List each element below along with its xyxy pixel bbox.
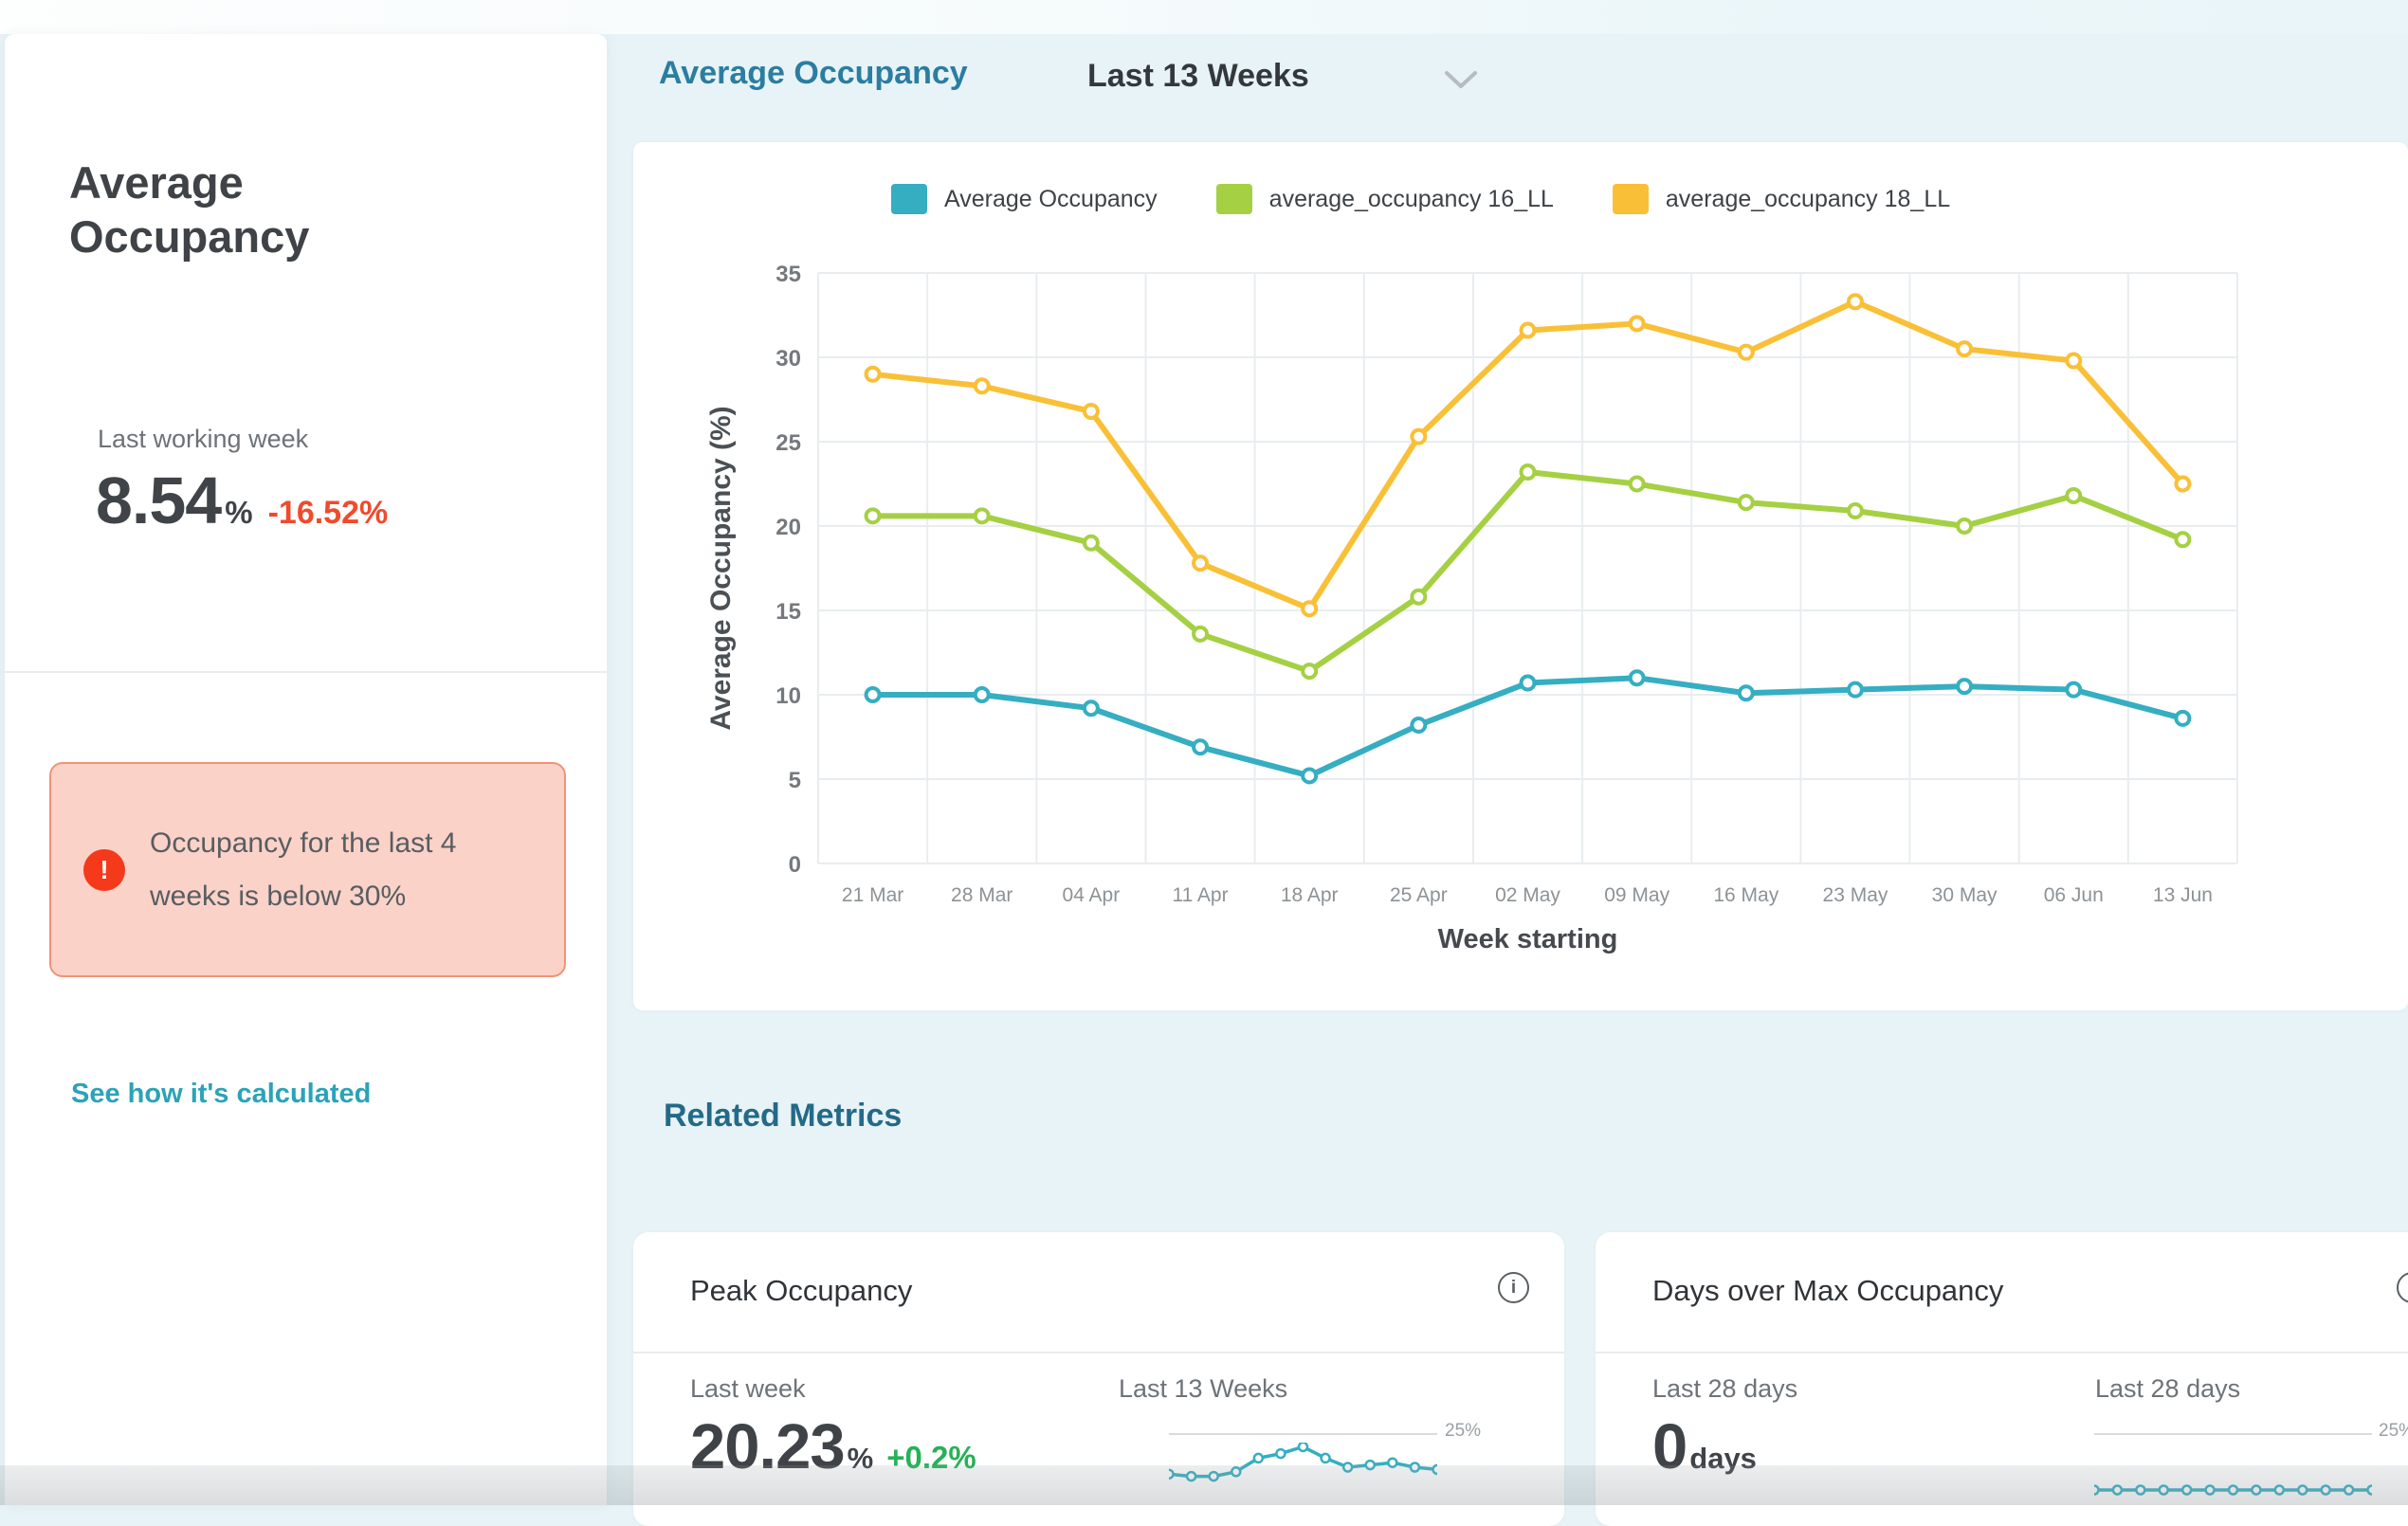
svg-text:13 Jun: 13 Jun (2153, 884, 2213, 906)
svg-text:28 Mar: 28 Mar (951, 884, 1012, 906)
date-range-dropdown[interactable]: Last 13 Weeks (1081, 47, 1507, 104)
svg-text:21 Mar: 21 Mar (842, 884, 903, 906)
threshold-label: 25% (2379, 1421, 2408, 1441)
sidebar-divider (5, 671, 607, 673)
occupancy-chart-card: Average Occupancy average_occupancy 16_LL… (633, 142, 2408, 1010)
threshold-line (1169, 1433, 1437, 1435)
metric-unit: days (1689, 1442, 1757, 1475)
svg-text:04 Apr: 04 Apr (1063, 884, 1121, 906)
bottom-cutoff-band (0, 1465, 2408, 1505)
metric-sidebar: Average Occupancy Last working week 8.54… (5, 34, 607, 1505)
card-title: Peak Occupancy (690, 1274, 913, 1307)
svg-text:25: 25 (775, 430, 801, 456)
svg-text:09 May: 09 May (1604, 884, 1669, 906)
card-title: Days over Max Occupancy (1652, 1274, 2004, 1307)
svg-text:15: 15 (775, 599, 801, 625)
see-how-calculated-link[interactable]: See how it's calculated (71, 1079, 372, 1109)
legend-item[interactable]: Average Occupancy (891, 184, 1158, 214)
legend-label: average_occupancy 18_LL (1665, 185, 1951, 212)
metric-unit: % (847, 1442, 874, 1475)
legend-swatch-icon (1215, 184, 1252, 214)
peak-occupancy-card: Peak Occupancy i Last week 20.23 % +0.2%… (633, 1232, 1564, 1526)
stat-unit: % (225, 495, 253, 530)
metric-value: 0 (1652, 1411, 1687, 1482)
days-over-max-card: Days over Max Occupancy i Last 28 days 0… (1596, 1232, 2408, 1526)
svg-text:23 May: 23 May (1823, 884, 1888, 906)
info-icon[interactable]: i (1498, 1272, 1529, 1303)
card-divider (633, 1352, 1564, 1353)
info-icon[interactable]: i (2397, 1272, 2408, 1303)
related-metrics-heading: Related Metrics (664, 1098, 903, 1134)
svg-text:Week starting: Week starting (1438, 924, 1618, 954)
stat-value: 8.54 (96, 463, 222, 537)
metric-value: 20.23 (690, 1411, 846, 1482)
chevron-down-icon (1445, 71, 1477, 88)
svg-text:25 Apr: 25 Apr (1390, 884, 1448, 906)
stat-row: 8.54 % -16.52% (96, 463, 388, 538)
svg-text:18 Apr: 18 Apr (1281, 884, 1339, 906)
svg-text:30: 30 (775, 346, 801, 372)
svg-text:20: 20 (775, 515, 801, 540)
page-title: Average Occupancy (659, 55, 968, 91)
peak-occupancy-sparkline (1169, 1443, 1437, 1482)
primary-value-row: 0 days (1652, 1410, 1757, 1483)
primary-value-row: 20.23 % +0.2% (690, 1410, 976, 1483)
legend-item[interactable]: average_occupancy 18_LL (1612, 184, 1951, 214)
legend-swatch-icon (891, 184, 927, 214)
secondary-period-label: Last 13 Weeks (1119, 1374, 1288, 1403)
stat-period-label: Last working week (98, 425, 309, 453)
svg-text:11 Apr: 11 Apr (1172, 884, 1228, 906)
legend-swatch-icon (1612, 184, 1649, 214)
stat-delta-negative: -16.52% (267, 495, 389, 531)
legend-label: average_occupancy 16_LL (1268, 185, 1554, 212)
primary-period-label: Last 28 days (1652, 1374, 1798, 1403)
threshold-line (2094, 1433, 2372, 1435)
days-over-max-sparkline (2094, 1484, 2372, 1496)
occupancy-line-chart: 0 5 10 15 20 25 30 35 21 Mar 28 Mar 04 Apr 11 Apr 18… (705, 262, 2238, 954)
legend-item[interactable]: average_occupancy 16_LL (1215, 184, 1554, 214)
metric-delta-positive: +0.2% (886, 1440, 976, 1475)
alert-icon: ! (83, 848, 125, 891)
svg-text:0: 0 (789, 852, 801, 878)
card-divider (1596, 1352, 2408, 1353)
svg-text:06 Jun: 06 Jun (2044, 884, 2104, 906)
svg-text:Average Occupancy (%): Average Occupancy (%) (705, 406, 737, 730)
svg-text:10: 10 (775, 683, 801, 709)
warning-text: Occupancy for the last 4 weeks is below … (150, 827, 457, 912)
date-range-label: Last 13 Weeks (1087, 57, 1309, 94)
svg-text:02 May: 02 May (1495, 884, 1560, 906)
primary-period-label: Last week (690, 1374, 806, 1403)
legend-label: Average Occupancy (944, 185, 1158, 212)
threshold-label: 25% (1445, 1421, 1482, 1441)
svg-text:5: 5 (789, 768, 801, 793)
secondary-period-label: Last 28 days (2095, 1374, 2241, 1403)
svg-text:35: 35 (775, 262, 801, 287)
sidebar-metric-title: Average Occupancy (69, 157, 310, 262)
svg-text:30 May: 30 May (1932, 884, 1998, 906)
svg-text:16 May: 16 May (1713, 884, 1779, 906)
occupancy-warning-banner: ! Occupancy for the last 4 weeks is belo… (49, 762, 566, 977)
chart-legend: Average Occupancy average_occupancy 16_LL… (891, 184, 2009, 214)
top-strip (0, 0, 2408, 34)
